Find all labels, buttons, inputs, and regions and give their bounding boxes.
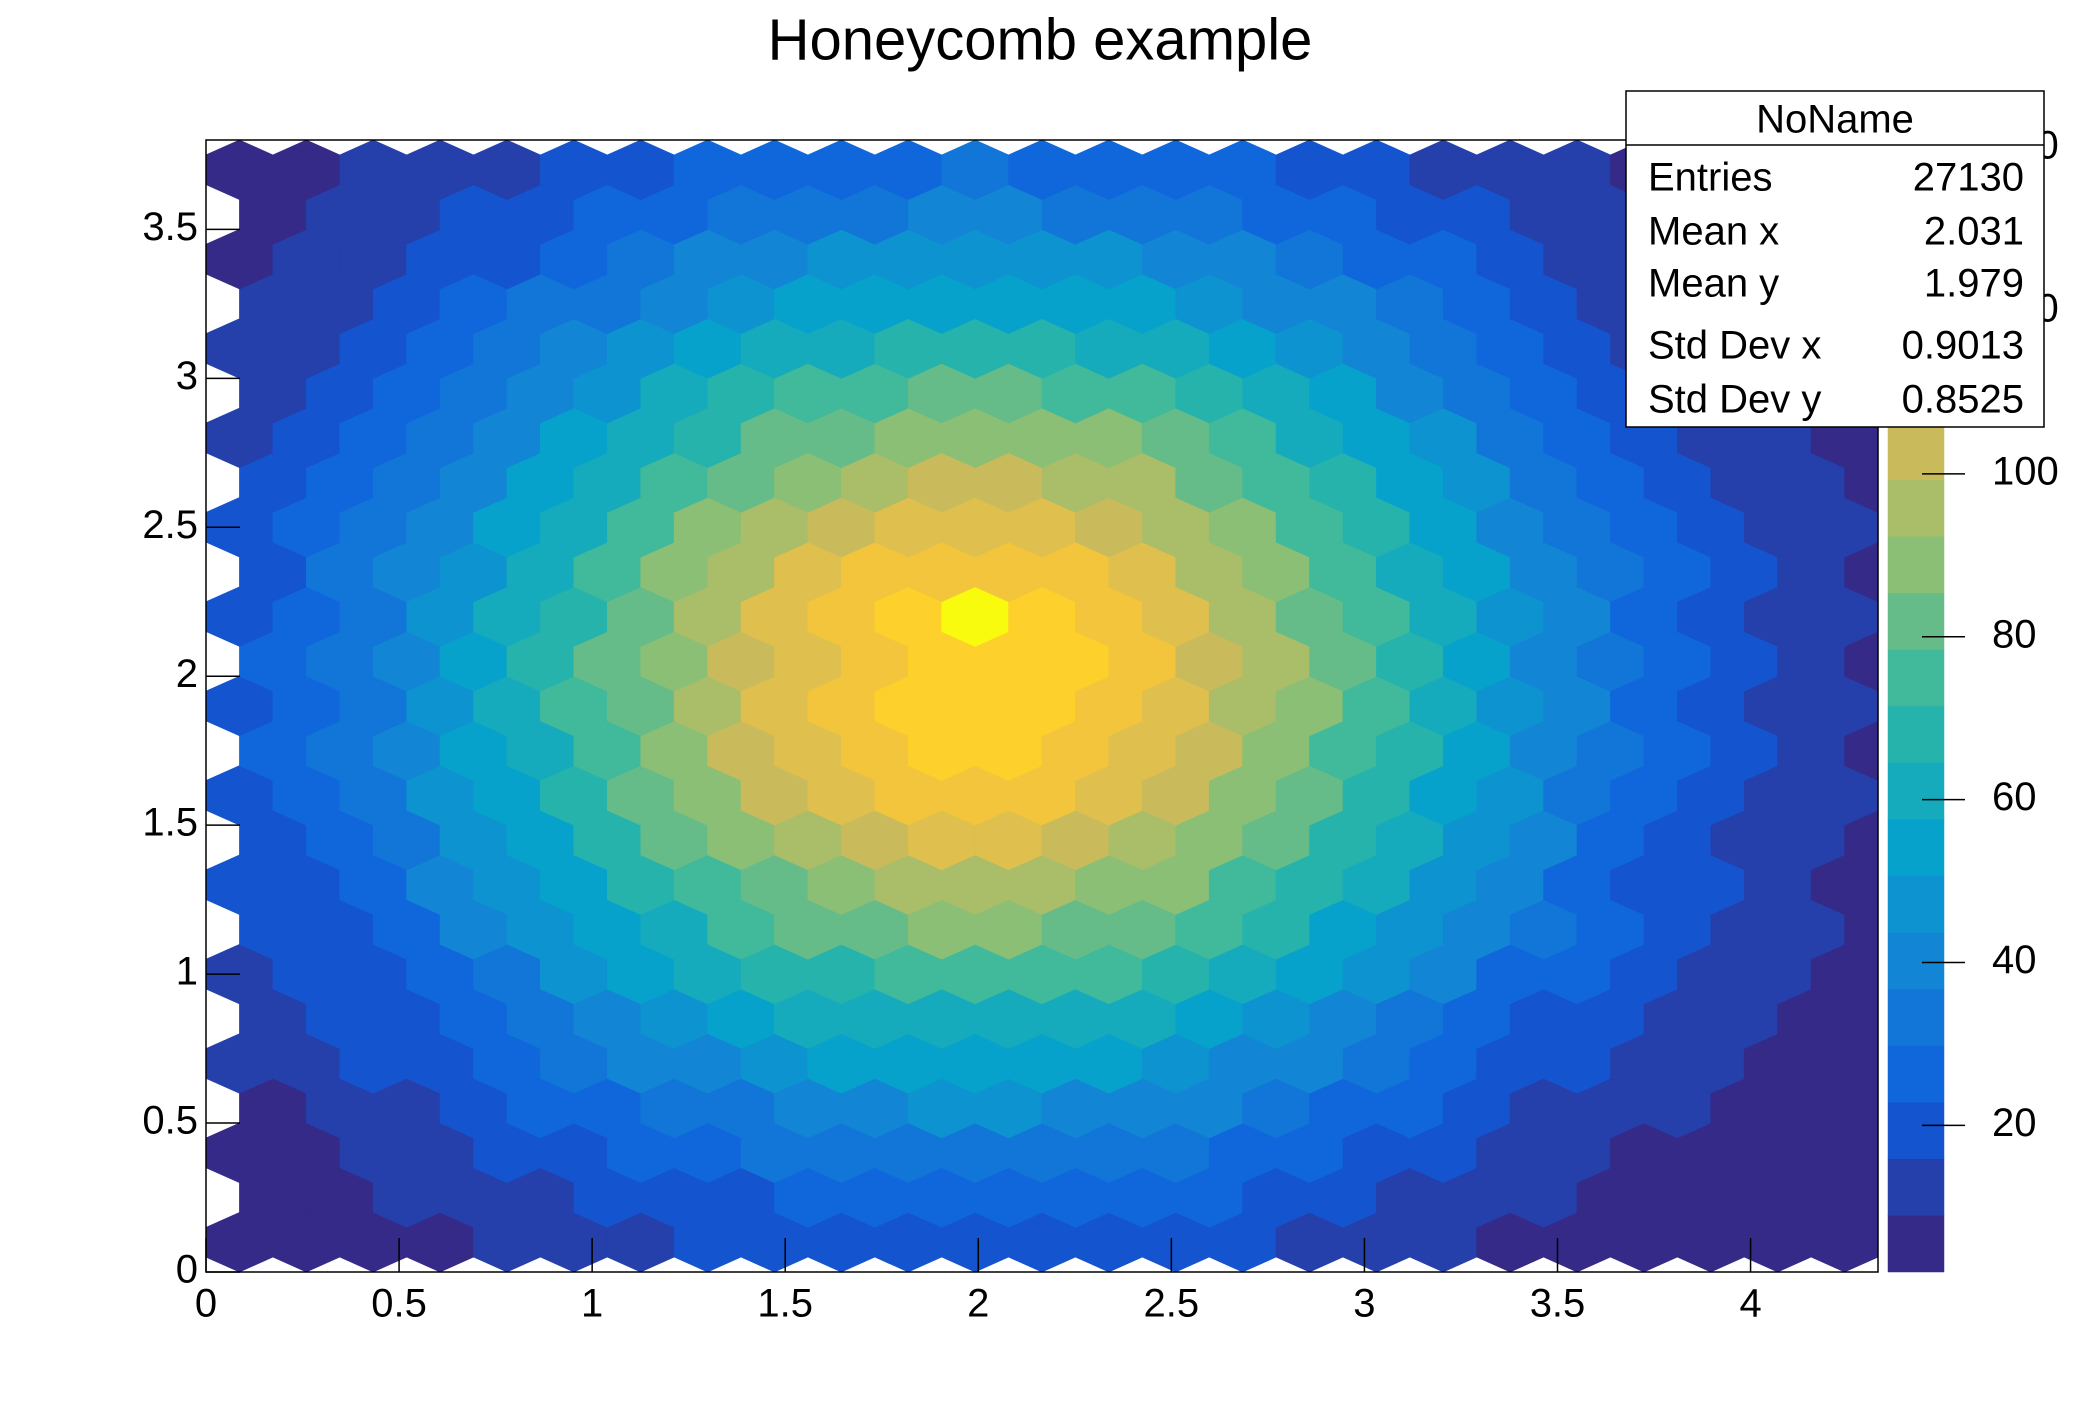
stats-value: 2.031 — [1924, 210, 2024, 254]
colorbar-tick-label: 60 — [1992, 775, 2037, 819]
hex-cell — [1844, 809, 1878, 871]
stats-label: Entries — [1648, 156, 1773, 200]
colorbar-band — [1887, 649, 1945, 707]
colorbar-tick-label: 20 — [1992, 1101, 2037, 1145]
y-tick-label: 2 — [176, 652, 198, 696]
stats-label: Mean x — [1648, 210, 1779, 254]
y-tick-label: 3.5 — [142, 205, 198, 249]
y-tick-label: 3 — [176, 354, 198, 398]
x-tick-label: 3.5 — [1530, 1282, 1586, 1326]
stats-box: NoName Entries 27130 Mean x 2.031 Mean y 1.97… — [1625, 90, 2045, 428]
stats-value: 0.9013 — [1902, 324, 2024, 368]
hex-cell — [1844, 452, 1878, 513]
hex-layer — [206, 140, 1878, 1272]
x-tick-label: 1.5 — [757, 1282, 813, 1326]
hex-cell — [1844, 1167, 1878, 1228]
y-tick-label: 1.5 — [142, 801, 198, 845]
hex-cell — [1844, 988, 1878, 1049]
stats-label: Mean y — [1648, 262, 1779, 306]
x-tick-label: 2.5 — [1144, 1282, 1200, 1326]
stats-label: Std Dev y — [1648, 378, 1821, 422]
y-tick-label: 1 — [176, 950, 198, 994]
x-tick-label: 3 — [1353, 1282, 1375, 1326]
stats-value: 27130 — [1913, 156, 2024, 200]
colorbar-band — [1887, 932, 1945, 990]
hex-cell — [1844, 720, 1878, 781]
stats-value: 0.8525 — [1902, 378, 2024, 422]
colorbar-band — [1887, 592, 1945, 650]
chart-title: Honeycomb example — [768, 7, 1313, 72]
colorbar-band — [1887, 705, 1945, 763]
stats-label: Std Dev x — [1648, 324, 1821, 368]
colorbar-band — [1887, 1101, 1945, 1160]
y-tick-label: 2.5 — [142, 503, 198, 547]
x-tick-label: 2 — [967, 1282, 989, 1326]
colorbar-band — [1887, 988, 1945, 1046]
colorbar-band — [1887, 818, 1945, 877]
colorbar-tick-label: 40 — [1992, 938, 2037, 982]
colorbar-band — [1887, 422, 1945, 480]
x-tick-label: 0 — [195, 1282, 217, 1326]
colorbar-band — [1887, 875, 1945, 933]
x-tick-label: 0.5 — [371, 1282, 427, 1326]
y-tick-label: 0.5 — [142, 1099, 198, 1143]
stats-frame — [1625, 90, 2045, 428]
hex-cell — [1844, 631, 1878, 692]
colorbar-band — [1887, 1045, 1945, 1103]
hex-cell — [1844, 541, 1878, 603]
stats-value: 1.979 — [1924, 262, 2024, 306]
colorbar-band — [1887, 1158, 1945, 1216]
stats-title: NoName — [1756, 98, 1914, 142]
colorbar-band — [1887, 535, 1945, 594]
colorbar-tick-label: 80 — [1992, 612, 2037, 656]
colorbar-tick-label: 100 — [1992, 449, 2059, 493]
x-tick-label: 1 — [581, 1282, 603, 1326]
colorbar-band — [1887, 479, 1945, 537]
plot-frame — [205, 139, 1879, 1273]
colorbar-band — [1887, 1215, 1945, 1273]
y-tick-label: 0 — [176, 1248, 198, 1292]
hex-cell — [1844, 1078, 1878, 1139]
x-tick-label: 4 — [1739, 1282, 1761, 1326]
colorbar-band — [1887, 762, 1945, 820]
hex-cell — [1844, 899, 1878, 960]
